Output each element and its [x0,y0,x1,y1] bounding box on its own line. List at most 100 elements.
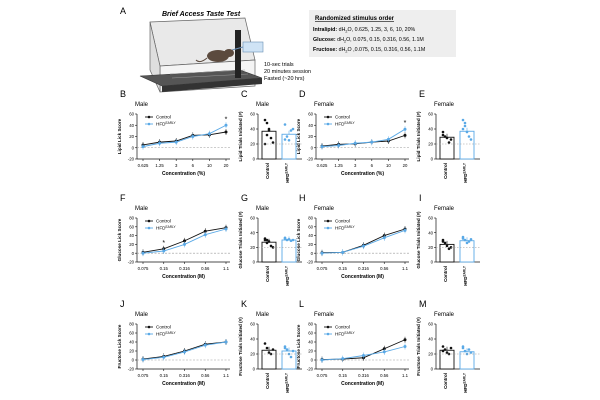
data-point [382,236,386,240]
bar-point [469,237,473,241]
bar-point [441,133,445,137]
bar-point [265,238,269,242]
data-point [403,338,407,342]
legend-marker-control [326,115,330,119]
y-tick-label: 40 [308,340,313,345]
y-tick-label: 20 [129,242,134,247]
panel-title: Female [314,312,335,318]
panel-letter: B [120,89,126,99]
x-category-hfd-main: HFD [285,276,290,286]
y-tick-label: 40 [428,337,433,342]
bar-point [269,244,273,248]
bar-point [285,135,289,138]
x-tick-label: 1.1 [402,266,409,271]
x-axis-label: Concentration (M) [162,274,205,280]
data-point [191,135,195,138]
significance-asterisk: * [162,240,165,247]
series-line-hfd [321,229,406,254]
y-axis-label: Fructose Trials Initiated (#) [416,317,421,376]
panel-title: Female [434,312,455,318]
bar-point [447,141,451,144]
bar-point [445,136,449,140]
bar-point [467,240,471,243]
panel-letter: J [120,299,125,309]
data-point [203,229,207,233]
y-axis-label: Fructose Lick Score [117,324,122,368]
x-category-control: Control [443,373,448,389]
data-point [320,251,324,255]
y-tick-label: 80 [129,216,134,221]
legend-label-hfd-sup: EARLY [344,121,355,125]
data-point [183,239,186,243]
bar-point [449,346,453,350]
bar-point [283,346,287,350]
bar-point [463,349,467,353]
panel-letter: L [299,299,304,309]
legend-label-hfd: HFDEARLY [335,225,356,231]
y-tick-label: 20 [129,349,134,354]
bar-point [461,118,465,122]
panel-l: L Female -20 0 20 40 60 80 Fructose Lick Score 0.… [296,299,409,387]
apparatus-note-3: Fasted (~20 hrs) [264,76,305,82]
bar-point [445,351,449,354]
data-point [403,133,407,137]
y-tick-label: 80 [308,216,313,221]
data-point [403,127,407,131]
panel-letter-a: A [120,6,126,16]
bar-point [469,138,473,141]
x-tick-label: 3 [175,163,178,168]
data-point [403,228,407,232]
legend-label-hfd: HFDEARLY [156,331,177,337]
x-category-hfd: HFDEARLYHFD EARLY [284,372,290,393]
y-tick-label: 0 [311,358,314,363]
y-axis-label: Glucose Trials Initiated (#) [238,211,243,269]
x-axis-label: Concentration (%) [162,171,205,177]
panel-a: A Brief Access Taste Test 10-sec trials … [120,6,456,93]
x-tick-label: 3 [354,163,357,168]
y-tick-label: 40 [308,233,313,238]
y-tick-label: 60 [428,322,433,327]
series-line-hfd [321,128,406,148]
data-point [183,350,186,354]
x-tick-label: 0.15 [339,373,348,378]
legend-label-hfd-main: HFD [335,122,345,127]
y-axis-label: Lipid Lick Score [296,118,301,154]
y-tick-label: 60 [308,331,313,336]
x-tick-label: 0.56 [201,373,210,378]
x-category-hfd-sup: EARLY [284,162,288,173]
data-point [320,145,324,149]
apparatus-note-2: 20 minutes session [264,69,311,75]
x-tick-label: 0.316 [358,373,369,378]
x-tick-label: 0.56 [380,266,389,271]
panel-title: Female [314,206,335,212]
y-tick-label: 40 [250,337,255,342]
data-point [141,145,145,149]
x-tick-label: 0.316 [179,266,190,271]
y-tick-label: 60 [308,224,313,229]
legend-label-control: Control [335,115,350,120]
x-tick-label: 0.56 [201,266,210,271]
x-tick-label: 0.075 [317,373,328,378]
bar-point [271,348,275,351]
x-category-hfd-sup: EARLY [284,265,288,276]
x-tick-label: 0.075 [138,373,149,378]
data-point [207,132,211,136]
lickometer-cage-illustration [139,17,264,93]
bar-point [289,355,293,359]
panel-letter: G [241,193,248,203]
significance-asterisk: * [225,116,228,123]
bar-point [461,237,465,240]
y-tick-label: 0 [431,367,434,372]
y-tick-label: 40 [250,230,255,235]
bar-point [285,348,289,351]
legend-label-hfd-main: HFD [335,332,345,337]
bar-point [291,127,295,131]
y-tick-label: 0 [253,260,256,265]
bar-point [267,129,271,132]
series-line-control [142,131,227,146]
stimulus-order-box: Randomized stimulus order Intralipid: dH… [309,10,456,57]
bar-point [463,238,467,242]
x-tick-label: 10 [386,163,391,168]
legend-label-control: Control [156,325,171,330]
x-tick-label: 0.15 [160,266,169,271]
